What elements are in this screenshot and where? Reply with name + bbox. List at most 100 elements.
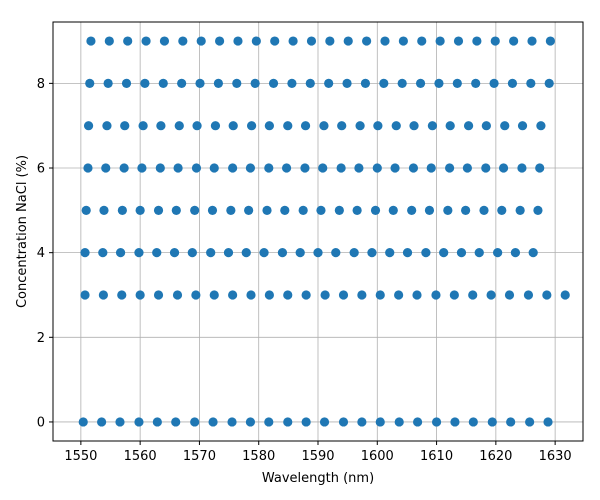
x-axis-label: Wavelength (nm) bbox=[262, 471, 374, 486]
scatter-point bbox=[191, 163, 202, 173]
scatter-point bbox=[103, 78, 113, 88]
scatter-point bbox=[192, 121, 202, 131]
scatter-point bbox=[515, 205, 525, 215]
scatter-point bbox=[543, 417, 553, 427]
scatter-point bbox=[115, 248, 126, 258]
scatter-point bbox=[481, 163, 491, 173]
scatter-point bbox=[439, 248, 449, 258]
scatter-point bbox=[98, 290, 108, 300]
scatter-point bbox=[421, 248, 431, 258]
scatter-point bbox=[228, 163, 238, 173]
x-tick-label: 1590 bbox=[301, 449, 334, 464]
scatter-point bbox=[117, 205, 127, 215]
scatter-point bbox=[264, 290, 274, 300]
scatter-point bbox=[402, 248, 413, 258]
scatter-point bbox=[241, 248, 251, 258]
scatter-point bbox=[141, 36, 151, 46]
scatter-point bbox=[452, 78, 462, 88]
scatter-point bbox=[535, 163, 545, 173]
scatter-point bbox=[497, 205, 507, 215]
scatter-point bbox=[507, 78, 518, 88]
scatter-point bbox=[301, 417, 311, 427]
scatter-point bbox=[533, 205, 543, 215]
scatter-point bbox=[320, 290, 330, 300]
scatter-point bbox=[324, 78, 334, 88]
scatter-point bbox=[506, 417, 516, 427]
scatter-point bbox=[101, 163, 111, 173]
scatter-point bbox=[489, 78, 499, 88]
scatter-point bbox=[352, 205, 362, 215]
scatter-point bbox=[408, 163, 419, 173]
scatter-point bbox=[486, 290, 496, 300]
scatter-point bbox=[456, 248, 467, 258]
scatter-point bbox=[450, 417, 460, 427]
scatter-point bbox=[306, 36, 317, 46]
scatter-point bbox=[487, 417, 497, 427]
scatter-point bbox=[104, 36, 114, 46]
scatter-point bbox=[209, 163, 219, 173]
scatter-point bbox=[445, 121, 455, 131]
scatter-point bbox=[117, 290, 127, 300]
y-tick-label: 0 bbox=[37, 415, 45, 430]
scatter-point bbox=[228, 290, 238, 300]
scatter-point bbox=[318, 163, 328, 173]
scatter-point bbox=[264, 163, 274, 173]
scatter-point bbox=[379, 78, 389, 88]
scatter-point bbox=[153, 205, 164, 215]
scatter-point bbox=[493, 248, 503, 258]
scatter-point bbox=[301, 290, 311, 300]
scatter-point bbox=[152, 248, 162, 258]
scatter-point bbox=[409, 121, 419, 131]
scatter-point bbox=[196, 36, 206, 46]
scatter-point bbox=[415, 78, 426, 88]
scatter-point bbox=[190, 417, 200, 427]
x-tick-label: 1630 bbox=[539, 449, 572, 464]
scatter-point bbox=[517, 121, 528, 131]
scatter-point bbox=[349, 248, 359, 258]
scatter-point bbox=[283, 121, 293, 131]
scatter-point bbox=[187, 248, 197, 258]
scatter-point bbox=[191, 290, 201, 300]
scatter-point bbox=[431, 417, 442, 427]
x-tick-label: 1580 bbox=[242, 449, 275, 464]
scatter-point bbox=[158, 78, 168, 88]
scatter-point bbox=[435, 36, 445, 46]
scatter-point bbox=[463, 121, 474, 131]
scatter-point bbox=[283, 417, 293, 427]
scatter-point bbox=[474, 248, 484, 258]
scatter-point bbox=[233, 36, 243, 46]
scatter-point bbox=[81, 205, 91, 215]
scatter-point bbox=[372, 163, 382, 173]
scatter-point bbox=[370, 205, 381, 215]
scatter-point bbox=[80, 248, 90, 258]
scatter-point bbox=[280, 205, 290, 215]
scatter-point bbox=[250, 78, 260, 88]
scatter-point bbox=[391, 121, 401, 131]
scatter-point bbox=[97, 417, 107, 427]
scatter-point bbox=[207, 205, 218, 215]
scatter-point bbox=[156, 121, 166, 131]
scatter-point bbox=[498, 163, 509, 173]
scatter-point bbox=[102, 121, 112, 131]
x-tick-label: 1620 bbox=[479, 449, 512, 464]
scatter-point bbox=[209, 290, 219, 300]
scatter-point bbox=[295, 248, 305, 258]
scatter-point bbox=[227, 417, 237, 427]
scatter-point bbox=[195, 78, 205, 88]
scatter-point bbox=[357, 290, 367, 300]
scatter-point bbox=[135, 205, 145, 215]
x-tick-label: 1560 bbox=[124, 449, 157, 464]
scatter-point bbox=[461, 205, 471, 215]
y-tick-label: 8 bbox=[37, 77, 45, 92]
y-tick-label: 6 bbox=[37, 162, 45, 177]
scatter-point bbox=[281, 163, 292, 173]
scatter-point bbox=[407, 205, 417, 215]
x-tick-label: 1570 bbox=[183, 449, 216, 464]
scatter-point bbox=[287, 78, 297, 88]
scatter-point bbox=[262, 205, 272, 215]
scatter-point bbox=[367, 248, 377, 258]
scatter-point bbox=[336, 163, 346, 173]
scatter-point bbox=[264, 121, 274, 131]
scatter-point bbox=[394, 417, 404, 427]
scatter-point bbox=[208, 417, 218, 427]
